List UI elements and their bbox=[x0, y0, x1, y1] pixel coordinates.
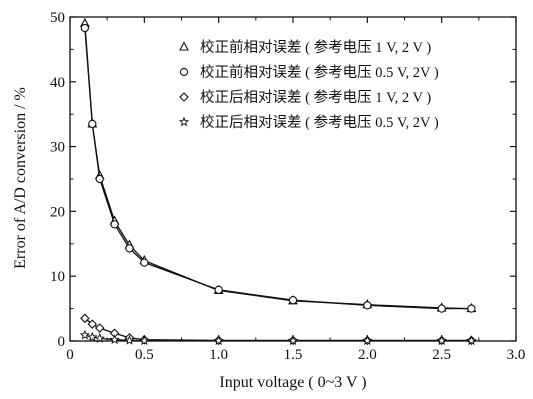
x-tick-label: 2.0 bbox=[358, 347, 377, 363]
series-star bbox=[79, 329, 477, 346]
data-point-star bbox=[79, 329, 91, 340]
x-tick-label: 0.5 bbox=[135, 347, 154, 363]
data-point-diamond bbox=[80, 313, 90, 324]
y-tick-label: 20 bbox=[50, 204, 65, 220]
data-point-circle bbox=[363, 301, 372, 310]
data-point-diamond bbox=[87, 319, 98, 329]
y-tick-label: 50 bbox=[50, 10, 65, 26]
legend-marker-diamond bbox=[179, 92, 189, 102]
x-tick-label: 1.0 bbox=[209, 347, 228, 363]
series-circle bbox=[80, 23, 476, 313]
data-point-star bbox=[87, 331, 98, 342]
legend-label: 校正后相对误差 ( 参考电压 0.5 V, 2V ) bbox=[200, 114, 439, 131]
legend-label: 校正前相对误差 ( 参考电压 1 V, 2 V ) bbox=[200, 39, 431, 56]
data-point-circle bbox=[110, 220, 119, 229]
data-point-circle bbox=[214, 285, 223, 294]
data-point-star bbox=[109, 334, 120, 345]
x-tick-label: 2.5 bbox=[432, 347, 451, 363]
data-point-circle bbox=[437, 304, 446, 313]
y-tick-label: 0 bbox=[58, 334, 66, 350]
legend-marker-star bbox=[178, 116, 190, 127]
data-point-star bbox=[94, 332, 105, 343]
legend-label: 校正前相对误差 ( 参考电压 0.5 V, 2V ) bbox=[200, 64, 439, 81]
x-tick-label: 0 bbox=[66, 347, 74, 363]
data-point-circle bbox=[288, 296, 298, 305]
data-point-circle bbox=[80, 23, 90, 33]
data-point-star bbox=[436, 335, 447, 346]
legend-marker-circle bbox=[179, 67, 189, 77]
series-diamond bbox=[80, 313, 477, 346]
data-point-circle bbox=[95, 174, 104, 184]
y-tick-label: 30 bbox=[50, 140, 65, 156]
legend-marker-triangle bbox=[179, 41, 189, 51]
data-point-circle bbox=[467, 304, 476, 313]
data-point-star bbox=[124, 334, 135, 345]
data-point-circle bbox=[88, 119, 97, 129]
x-tick-label: 3.0 bbox=[507, 347, 526, 363]
data-point-star bbox=[213, 335, 224, 346]
x-axis-title: Input voltage ( 0~3 V ) bbox=[219, 374, 366, 391]
x-tick-label: 1.5 bbox=[284, 347, 303, 363]
data-point-diamond bbox=[94, 323, 105, 333]
y-tick-label: 10 bbox=[50, 269, 65, 285]
legend-label: 校正后相对误差 ( 参考电压 1 V, 2 V ) bbox=[200, 89, 431, 106]
data-point-star bbox=[362, 335, 373, 346]
series-triangle bbox=[79, 17, 477, 313]
y-axis-title: Error of A/D conversion / % bbox=[12, 87, 29, 269]
data-point-circle bbox=[140, 258, 149, 267]
data-point-star bbox=[287, 335, 299, 346]
y-tick-label: 40 bbox=[50, 75, 65, 91]
data-point-circle bbox=[125, 244, 134, 253]
data-point-star bbox=[466, 335, 477, 346]
data-point-star bbox=[139, 335, 150, 346]
